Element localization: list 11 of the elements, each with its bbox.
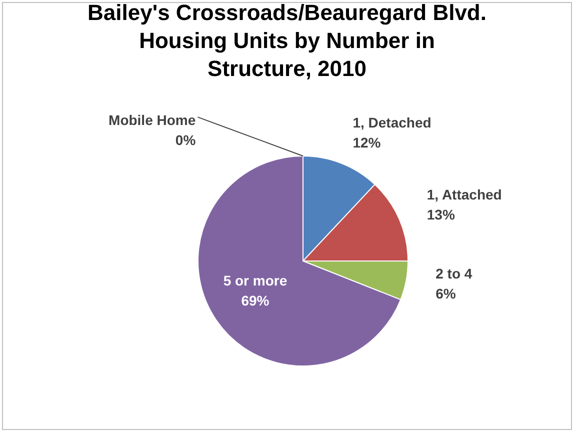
data-label: 13% bbox=[426, 206, 456, 222]
data-label: 6% bbox=[436, 285, 456, 302]
category-label: Mobile Home bbox=[108, 112, 196, 128]
data-label: 69% bbox=[241, 292, 270, 308]
slice-label: 1, Detached bbox=[352, 114, 432, 130]
slice-label: 5 or more bbox=[223, 272, 288, 288]
slice-label: 1, Attached bbox=[426, 186, 502, 202]
chart-title: Bailey's Crossroads/Beauregard Blvd. Housing Units by Number in Structure, 2010 bbox=[88, 0, 486, 81]
text: 0% bbox=[175, 132, 196, 148]
data-label: 12% bbox=[352, 134, 382, 150]
slice-label: 2 to 4 bbox=[436, 265, 472, 282]
